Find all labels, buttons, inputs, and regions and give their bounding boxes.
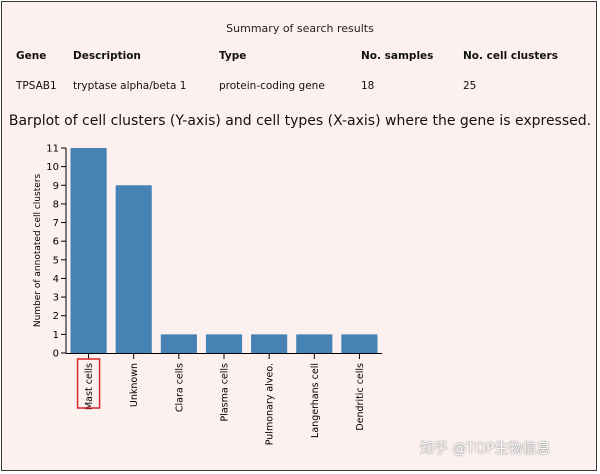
bar xyxy=(341,334,378,353)
bar xyxy=(115,185,152,353)
header-no-cell-clusters: No. cell clusters xyxy=(463,50,558,62)
bar xyxy=(160,334,197,353)
y-tick-label: 7 xyxy=(53,218,59,229)
summary-title: Summary of search results xyxy=(226,22,374,35)
y-tick-label: 10 xyxy=(46,162,59,173)
y-tick-label: 11 xyxy=(46,144,59,155)
y-tick-label: 3 xyxy=(53,293,59,304)
bar xyxy=(70,148,107,353)
highlight-box xyxy=(76,358,101,409)
header-type: Type xyxy=(219,50,247,62)
y-tick-label: 9 xyxy=(53,181,59,192)
x-tick-label: Langerhans cell xyxy=(310,363,321,438)
x-tick-label: Clara cells xyxy=(174,363,185,412)
watermark: 知乎 @TOP生物信息 xyxy=(420,441,551,457)
y-tick-label: 8 xyxy=(53,199,59,210)
header-no-samples: No. samples xyxy=(361,50,434,62)
cell-no-samples: 18 xyxy=(361,80,375,92)
header-description: Description xyxy=(73,50,141,62)
cell-gene: TPSAB1 xyxy=(16,80,57,92)
x-tick-label: Unknown xyxy=(129,363,140,407)
bar xyxy=(205,334,243,353)
x-tick-label: Dendritic cells xyxy=(355,363,366,431)
y-tick-label: 6 xyxy=(53,237,59,248)
y-axis-title: Number of annotated cell clusters xyxy=(33,174,43,328)
cell-description: tryptase alpha/beta 1 xyxy=(73,80,187,92)
y-tick-label: 2 xyxy=(53,311,59,322)
x-tick-label: Pulmonary alveo. xyxy=(265,363,276,445)
bar xyxy=(251,334,288,353)
cell-type: protein-coding gene xyxy=(219,80,325,92)
chart-title: Barplot of cell clusters (Y-axis) and ce… xyxy=(8,113,592,129)
y-tick-label: 0 xyxy=(53,349,59,360)
cell-no-cell-clusters: 25 xyxy=(463,80,477,92)
x-tick-label: Mast cells xyxy=(84,363,95,410)
x-tick-label: Plasma cells xyxy=(220,363,231,422)
y-tick-label: 5 xyxy=(53,255,59,266)
header-gene: Gene xyxy=(16,50,47,62)
y-tick-label: 1 xyxy=(53,330,59,341)
y-tick-label: 4 xyxy=(53,274,59,285)
bar xyxy=(296,334,333,353)
